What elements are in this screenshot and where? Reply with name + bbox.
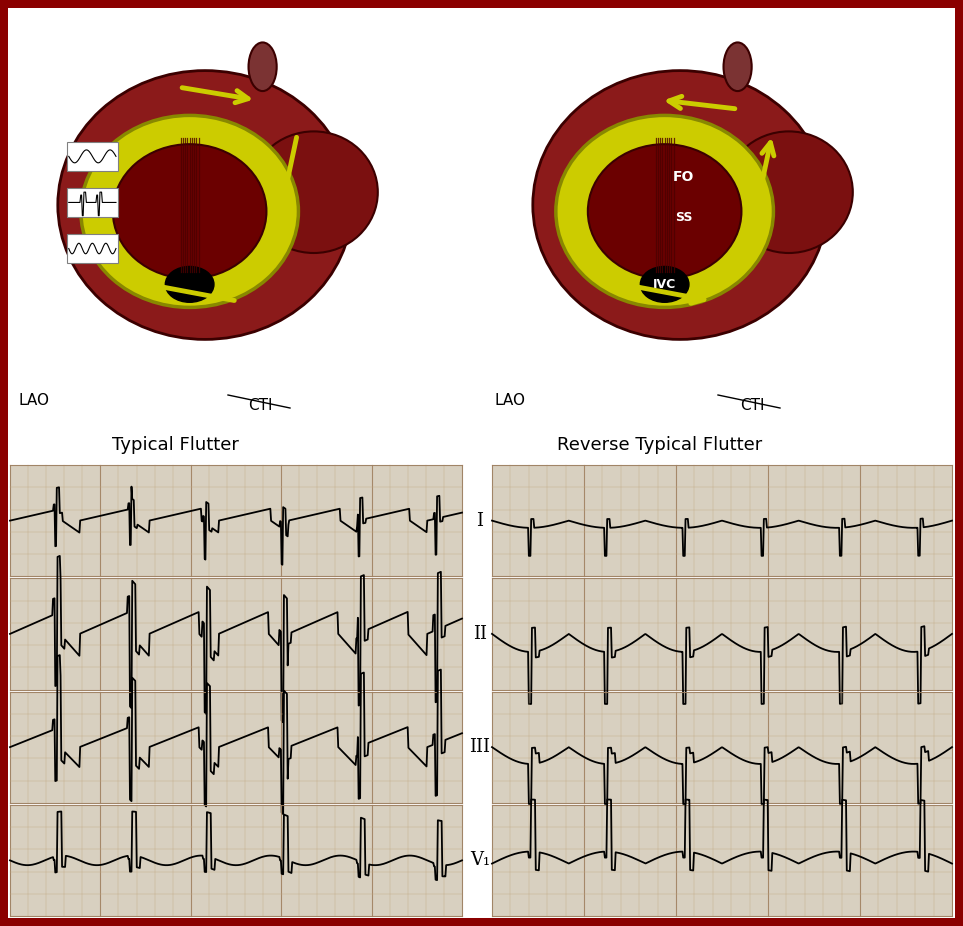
Bar — [492, 805, 952, 916]
Bar — [10, 692, 462, 803]
Text: I: I — [477, 512, 483, 530]
Ellipse shape — [723, 43, 752, 91]
Text: III: III — [470, 738, 490, 757]
Ellipse shape — [587, 144, 742, 279]
Text: V₁: V₁ — [470, 851, 490, 870]
Bar — [492, 692, 952, 803]
Bar — [10, 805, 462, 916]
Bar — [10, 578, 462, 690]
Bar — [66, 233, 117, 263]
Text: CTI: CTI — [248, 398, 273, 413]
Text: II: II — [473, 625, 487, 643]
Ellipse shape — [725, 131, 853, 253]
Ellipse shape — [640, 267, 689, 302]
Ellipse shape — [556, 116, 773, 307]
Text: LAO: LAO — [18, 393, 49, 408]
Text: Reverse Typical Flutter: Reverse Typical Flutter — [558, 436, 763, 454]
Bar — [492, 578, 952, 690]
Bar — [492, 465, 952, 576]
Ellipse shape — [248, 43, 276, 91]
Ellipse shape — [533, 70, 827, 340]
Text: IVC: IVC — [653, 278, 676, 291]
Bar — [66, 188, 117, 218]
Text: FO: FO — [673, 169, 694, 184]
Text: SS: SS — [675, 211, 692, 224]
Text: CTI: CTI — [740, 398, 765, 413]
Bar — [10, 465, 462, 576]
Bar — [66, 142, 117, 171]
Ellipse shape — [81, 116, 299, 307]
Ellipse shape — [58, 70, 352, 340]
Text: LAO: LAO — [495, 393, 526, 408]
Ellipse shape — [166, 267, 214, 302]
Ellipse shape — [249, 131, 377, 253]
Ellipse shape — [113, 144, 267, 279]
Text: Typical Flutter: Typical Flutter — [112, 436, 239, 454]
